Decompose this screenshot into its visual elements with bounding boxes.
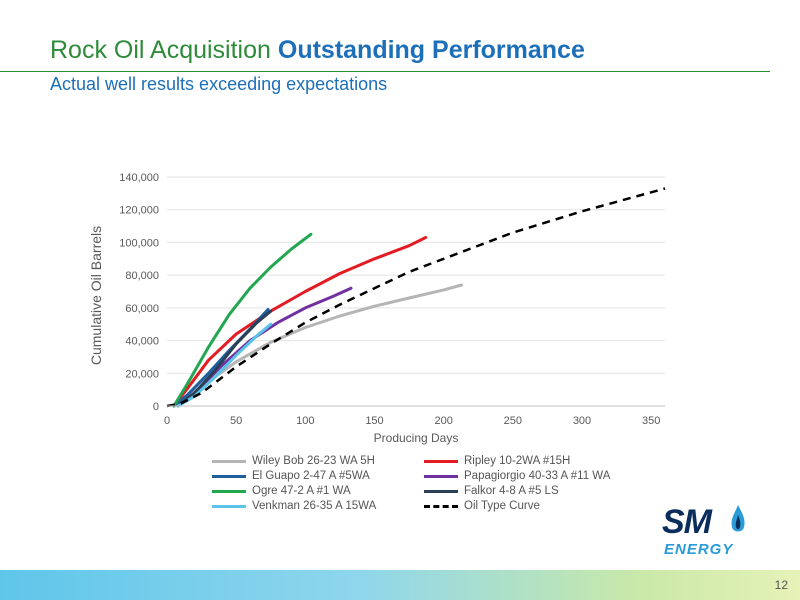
legend-item: Wiley Bob 26-23 WA 5H [212, 455, 375, 467]
x-tick-label: 250 [504, 415, 522, 427]
y-tick-label: 140,000 [119, 172, 159, 184]
x-tick-label: 300 [573, 415, 591, 427]
series-line-2 [172, 236, 428, 408]
logo-subtext: ENERGY [664, 541, 734, 558]
legend-item: Falkor 4-8 A #5 LS [424, 485, 559, 497]
title-plain: Rock Oil Acquisition [50, 36, 278, 64]
slide-subtitle: Actual well results exceeding expectatio… [50, 74, 388, 94]
flame-icon [731, 505, 745, 532]
legend-label: Papagiorgio 40-33 A #11 WA [464, 470, 611, 482]
legend-item: El Guapo 2-47 A #5WA [212, 470, 370, 482]
legend-swatch [212, 504, 246, 508]
logo-text: SM [662, 503, 712, 541]
x-axis-label: Producing Days [374, 431, 459, 445]
legend-label: Wiley Bob 26-23 WA 5H [252, 455, 375, 467]
x-tick-label: 200 [434, 415, 452, 427]
legend-swatch [212, 459, 246, 463]
title-rule [0, 71, 770, 72]
x-tick-label: 150 [365, 415, 383, 427]
series-line-8 [166, 187, 666, 408]
legend-swatch [212, 474, 246, 478]
x-tick-label: 350 [642, 415, 660, 427]
legend-swatch [424, 504, 458, 508]
x-tick-label: 0 [164, 415, 170, 427]
y-tick-label: 120,000 [119, 205, 159, 217]
y-tick-label: 40,000 [125, 336, 159, 348]
gridlines [167, 176, 665, 374]
legend-label: Ogre 47-2 A #1 WA [252, 485, 351, 497]
legend-swatch [424, 459, 458, 463]
y-axis-ticks: 0 20,000 40,000 60,000 80,000 100,000 120,000 1… [119, 172, 159, 413]
y-tick-label: 60,000 [125, 303, 159, 315]
y-tick-label: 20,000 [125, 368, 159, 380]
page-number: 12 [774, 578, 788, 592]
y-axis-label: Cumulative Oil Barrels [88, 226, 104, 365]
legend-label: El Guapo 2-47 A #5WA [252, 470, 370, 482]
legend-item: Ripley 10-2WA #15H [424, 455, 570, 467]
legend-item: Venkman 26-35 A 15WA [212, 500, 376, 512]
y-tick-label: 0 [153, 401, 159, 413]
legend-swatch [424, 474, 458, 478]
legend-label: Ripley 10-2WA #15H [464, 455, 571, 467]
legend-label: Venkman 26-35 A 15WA [252, 500, 377, 512]
x-axis-ticks: 0 50 100 150 200 250 300 350 [164, 415, 660, 427]
footer-bar: 12 [0, 570, 800, 600]
legend-item: Ogre 47-2 A #1 WA [212, 485, 351, 497]
x-tick-label: 100 [296, 415, 314, 427]
y-tick-label: 80,000 [125, 270, 159, 282]
legend-label: Falkor 4-8 A #5 LS [464, 485, 559, 497]
series-lines [166, 187, 666, 408]
legend-item: Oil Type Curve [424, 500, 540, 512]
series-line-7 [176, 322, 273, 408]
y-tick-label: 100,000 [119, 237, 159, 249]
legend-swatch [424, 489, 458, 493]
legend-item: Papagiorgio 40-33 A #11 WA [424, 470, 610, 482]
slide-title: Rock Oil Acquisition Outstanding Perform… [50, 36, 585, 65]
company-logo: SM ENERGY [662, 503, 752, 563]
x-tick-label: 50 [230, 415, 242, 427]
legend-swatch [212, 489, 246, 493]
series-line-6 [176, 309, 273, 408]
legend-label: Oil Type Curve [464, 500, 540, 512]
series-line-5 [172, 232, 313, 408]
title-accent: Outstanding Performance [277, 36, 585, 64]
